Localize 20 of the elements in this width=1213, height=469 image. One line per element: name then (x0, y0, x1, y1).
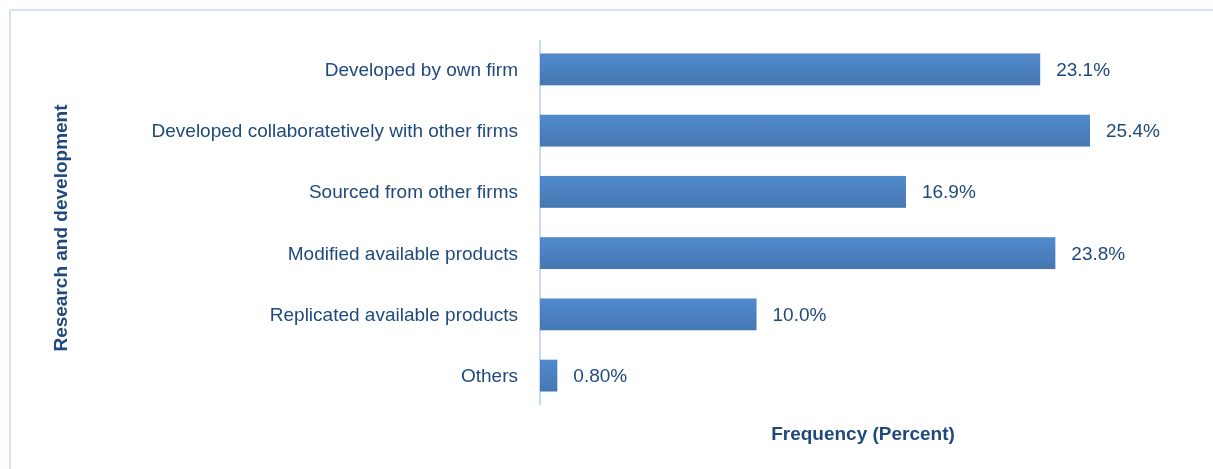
y-tick-label: Sourced from other firms (308, 181, 518, 203)
y-tick-label: Replicated available products (269, 303, 518, 325)
data-label: 23.1% (1056, 58, 1111, 80)
data-label: 10.0% (772, 303, 827, 325)
y-tick-label: Others (460, 365, 518, 387)
data-label: 25.4% (1106, 120, 1160, 142)
bar (540, 53, 1041, 86)
bar (540, 114, 1090, 147)
data-label: 0.80% (573, 365, 628, 387)
data-label: 23.8% (1071, 242, 1126, 264)
bar (540, 298, 757, 331)
y-tick-label: Developed collaboratetively with other firms (151, 120, 518, 142)
data-label: 16.9% (921, 181, 976, 203)
x-axis-title: Frequency (Percent) (771, 422, 955, 444)
bar (540, 175, 906, 208)
y-tick-label: Modified available products (287, 242, 518, 264)
y-tick-label: Developed by own firm (324, 58, 518, 80)
bar (540, 237, 1056, 270)
y-axis-title: Research and development (49, 103, 71, 352)
bar (540, 359, 558, 392)
